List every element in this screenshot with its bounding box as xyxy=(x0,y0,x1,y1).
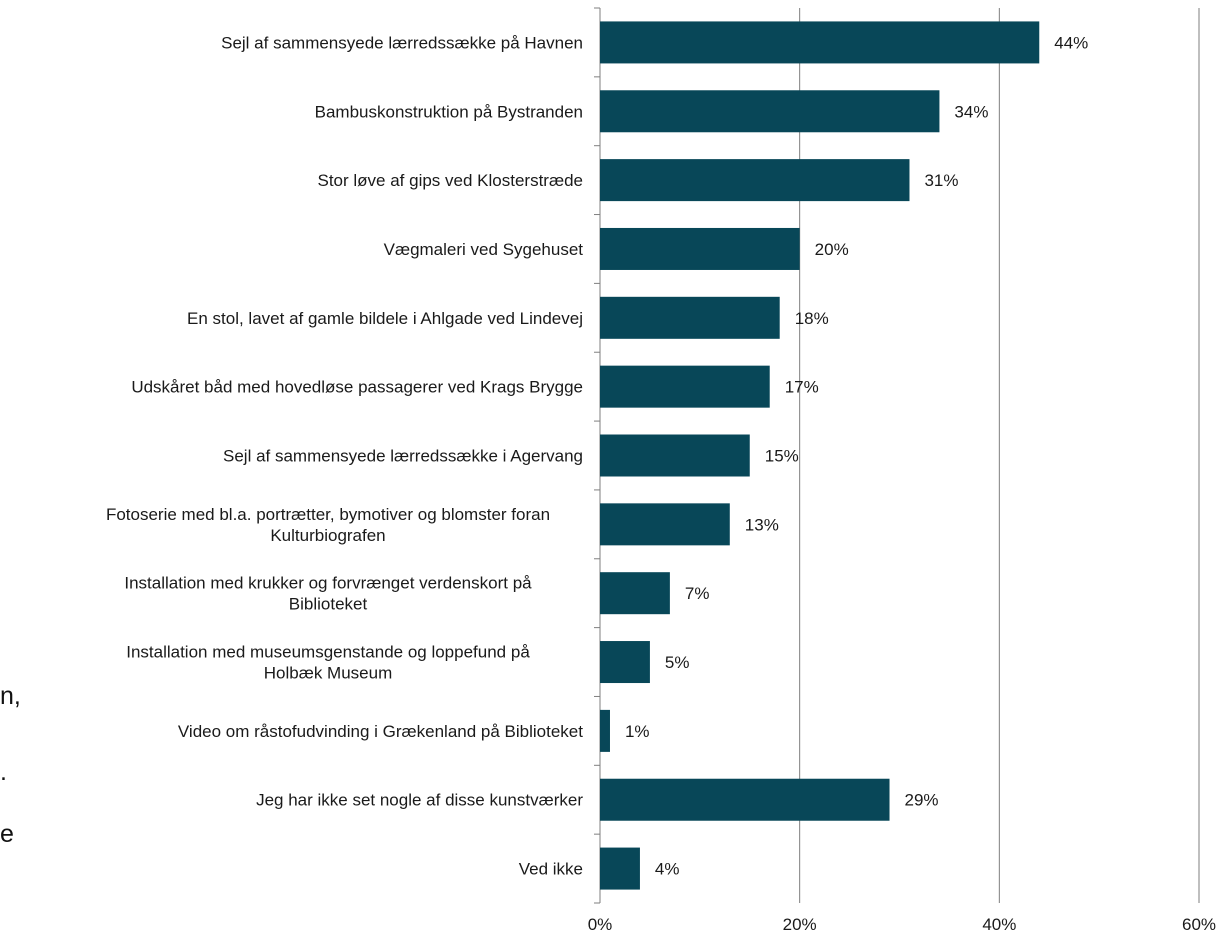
category-label-line: Sejl af sammensyede lærredssække i Agerv… xyxy=(223,447,583,466)
background-text-fragment: e xyxy=(0,820,14,848)
x-tick-label: 60% xyxy=(1182,915,1216,934)
category-label-line: Fotoserie med bl.a. portrætter, bymotive… xyxy=(106,505,550,524)
category-label: Video om råstofudvinding i Grækenland på… xyxy=(178,722,583,741)
category-label: Bambuskonstruktion på Bystranden xyxy=(315,102,583,121)
data-label: 20% xyxy=(815,240,849,259)
bar xyxy=(600,641,650,684)
bar xyxy=(600,434,750,477)
bar xyxy=(600,572,670,615)
bar xyxy=(600,778,890,821)
category-label-line: Udskåret båd med hovedløse passagerer ve… xyxy=(131,378,583,397)
category-label-line: Ved ikke xyxy=(519,860,583,879)
category-label: Stor løve af gips ved Klosterstræde xyxy=(317,171,583,190)
category-label-line: Sejl af sammensyede lærredssække på Havn… xyxy=(221,33,583,52)
category-label: Installation med museumsgenstande og lop… xyxy=(126,643,530,683)
bar xyxy=(600,227,800,270)
category-label: Vægmaleri ved Sygehuset xyxy=(384,240,584,259)
bar xyxy=(600,365,770,408)
x-tick-label: 0% xyxy=(588,915,613,934)
category-label: Jeg har ikke set nogle af disse kunstvær… xyxy=(256,791,583,810)
bar xyxy=(600,21,1040,64)
bar xyxy=(600,159,910,202)
category-label: Fotoserie med bl.a. portrætter, bymotive… xyxy=(106,505,550,545)
data-label: 18% xyxy=(795,309,829,328)
category-label: Installation med krukker og forvrænget v… xyxy=(124,574,532,614)
bars xyxy=(600,21,1040,890)
data-label: 29% xyxy=(905,791,939,810)
category-label: Sejl af sammensyede lærredssække på Havn… xyxy=(221,33,583,52)
x-tick-label: 20% xyxy=(783,915,817,934)
data-label: 15% xyxy=(765,447,799,466)
category-label-line: Jeg har ikke set nogle af disse kunstvær… xyxy=(256,791,583,810)
bar xyxy=(600,90,940,133)
gridlines xyxy=(594,7,1200,904)
data-label: 5% xyxy=(665,653,690,672)
data-label: 17% xyxy=(785,378,819,397)
data-label: 44% xyxy=(1054,33,1088,52)
bar xyxy=(600,503,730,546)
category-label-line: Bambuskonstruktion på Bystranden xyxy=(315,102,583,121)
background-text-fragment: . xyxy=(0,758,7,786)
category-label: En stol, lavet af gamle bildele i Ahlgad… xyxy=(187,309,583,328)
value-labels: 44% 34% 31% 20% 18% 17% 15% 13% 7% 5% 1% 29% 4% xyxy=(625,33,1088,878)
data-label: 13% xyxy=(745,515,779,534)
data-label: 7% xyxy=(685,584,710,603)
category-label-line: Biblioteket xyxy=(289,595,368,614)
background-text-fragment: n, xyxy=(0,682,21,710)
category-label: Ved ikke xyxy=(519,860,583,879)
category-label-line: Video om råstofudvinding i Grækenland på… xyxy=(178,722,583,741)
category-labels: Sejl af sammensyede lærredssække på Havn… xyxy=(106,33,583,878)
x-tick-labels: 0% 20% 40% 60% xyxy=(588,915,1216,934)
category-label: Sejl af sammensyede lærredssække i Agerv… xyxy=(223,447,583,466)
category-label-line: En stol, lavet af gamle bildele i Ahlgad… xyxy=(187,309,583,328)
data-label: 31% xyxy=(924,171,958,190)
category-label-line: Installation med krukker og forvrænget v… xyxy=(124,574,532,593)
category-label-line: Holbæk Museum xyxy=(264,664,393,683)
category-label-line: Stor løve af gips ved Klosterstræde xyxy=(317,171,583,190)
category-label: Udskåret båd med hovedløse passagerer ve… xyxy=(131,378,583,397)
category-label-line: Vægmaleri ved Sygehuset xyxy=(384,240,584,259)
bar xyxy=(600,847,640,890)
x-tick-label: 40% xyxy=(982,915,1016,934)
bar xyxy=(600,296,780,339)
bar xyxy=(600,709,610,752)
data-label: 4% xyxy=(655,860,680,879)
category-label-line: Kulturbiografen xyxy=(270,526,385,545)
data-label: 34% xyxy=(954,102,988,121)
category-label-line: Installation med museumsgenstande og lop… xyxy=(126,643,530,662)
data-label: 1% xyxy=(625,722,650,741)
